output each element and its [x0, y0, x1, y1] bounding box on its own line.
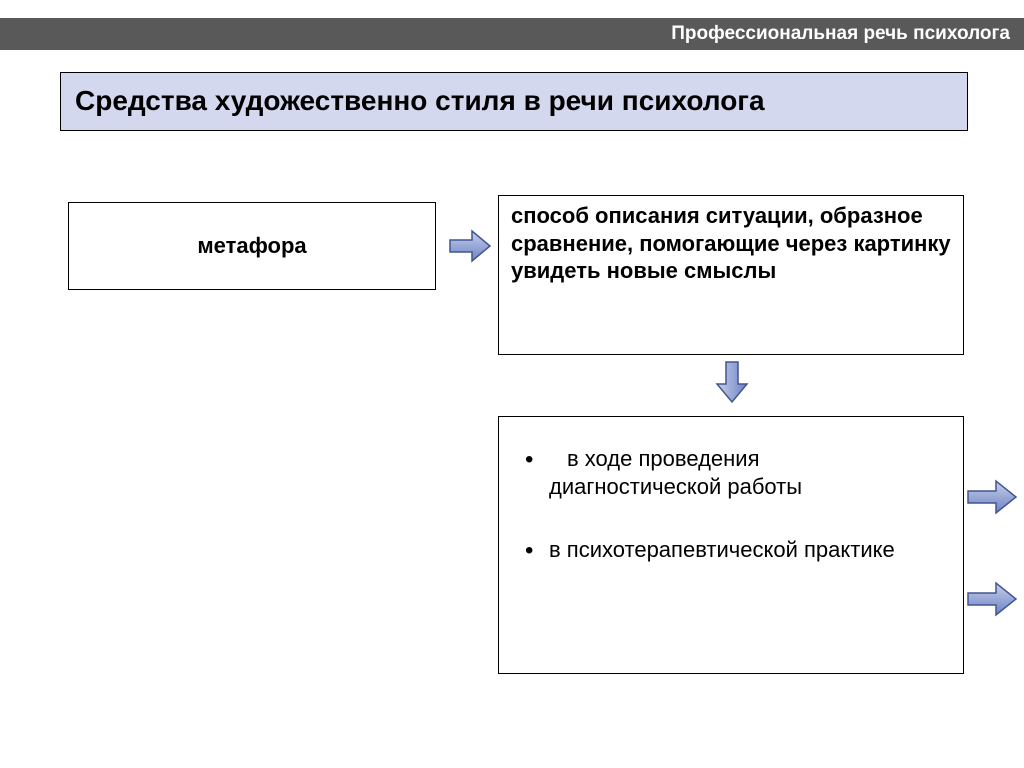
- list-item: в психотерапевтической практике: [509, 536, 953, 564]
- node-metaphor: метафора: [68, 202, 436, 290]
- title-box: Средства художественно стиля в речи псих…: [60, 72, 968, 131]
- list-item: в ходе проведения диагностической работы: [509, 445, 953, 500]
- arrow-down-icon: [714, 360, 750, 404]
- node-description: способ описания ситуации, образное сравн…: [498, 195, 964, 355]
- slide-title: Средства художественно стиля в речи псих…: [75, 83, 953, 118]
- header-text: Профессиональная речь психолога: [671, 23, 1010, 45]
- list-item-line2: практике: [804, 537, 895, 562]
- arrow-right-icon: [966, 580, 1018, 618]
- slide-canvas: Профессиональная речь психолога Средства…: [0, 0, 1024, 768]
- list-item-line1: в ходе проведения: [549, 445, 953, 473]
- usage-list: в ходе проведения диагностической работы…: [509, 445, 953, 564]
- list-item-line2: диагностической работы: [549, 474, 802, 499]
- header-bar: Профессиональная речь психолога: [0, 18, 1024, 50]
- arrow-right-icon: [448, 228, 492, 264]
- arrow-right-icon: [966, 478, 1018, 516]
- node-list: в ходе проведения диагностической работы…: [498, 416, 964, 674]
- node-metaphor-label: метафора: [197, 233, 306, 259]
- node-description-text: способ описания ситуации, образное сравн…: [511, 202, 951, 285]
- list-item-line1: в психотерапевтической: [549, 537, 798, 562]
